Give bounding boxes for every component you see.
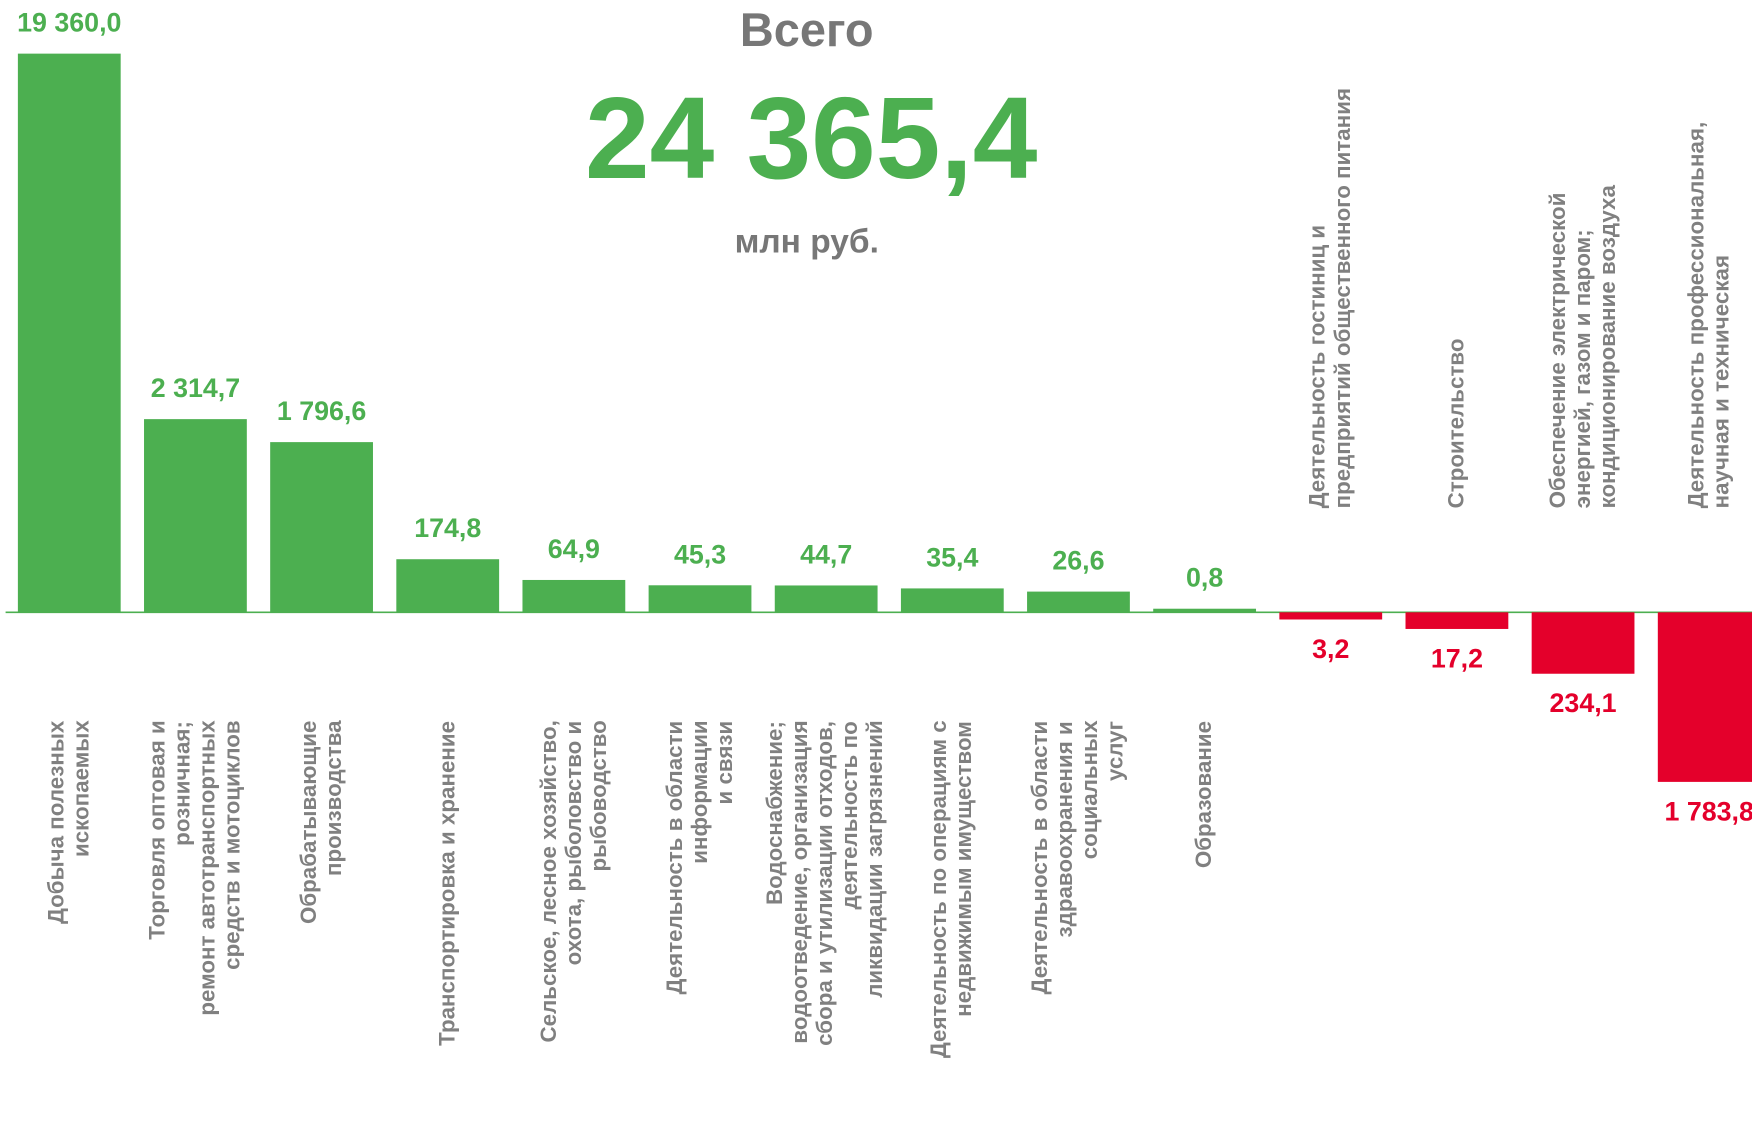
value-label: 44,7 xyxy=(800,539,852,569)
bar xyxy=(144,419,247,613)
bar xyxy=(648,585,752,613)
category-label: Деятельность в области информации и связ… xyxy=(662,720,738,995)
category-label: Деятельность гостиниц и предприятий обще… xyxy=(1305,87,1356,509)
value-label: 2 314,7 xyxy=(151,373,240,403)
category-label: Деятельность в области здравоохранения и… xyxy=(1028,720,1129,995)
value-label: 174,8 xyxy=(414,513,481,543)
value-label: 64,9 xyxy=(548,534,600,564)
value-label: 35,4 xyxy=(926,542,978,572)
value-label: 0,8 xyxy=(1186,563,1223,593)
bar xyxy=(17,53,121,613)
total: 24 365,4 xyxy=(585,73,1037,203)
bar xyxy=(396,559,500,613)
category-label: Водоснабжение; водоотведение, организаци… xyxy=(763,720,889,1046)
value-label: 1 783,8 xyxy=(1665,796,1752,826)
bar xyxy=(1405,612,1509,629)
bar xyxy=(270,442,373,613)
bar xyxy=(900,588,1004,613)
category-label: Строительство xyxy=(1444,338,1469,509)
category-label: Образование xyxy=(1192,720,1217,868)
bar xyxy=(1531,612,1635,674)
category-label: Обеспечение электрической энергией, газо… xyxy=(1545,185,1621,509)
category-label: Обрабатывающие производства xyxy=(296,720,347,925)
value-label: 19 360,0 xyxy=(17,8,121,38)
category-label: Деятельность по операциям с недвижимым и… xyxy=(927,720,977,1059)
bar xyxy=(1279,612,1383,620)
value-label: 26,6 xyxy=(1052,546,1104,576)
value-label: 1 796,6 xyxy=(277,396,366,426)
bar xyxy=(1153,608,1257,613)
category-label: Сельское, лесное хозяйство, охота, рыбол… xyxy=(536,720,611,1044)
category-label: Деятельность профессиональная, научная и… xyxy=(1684,121,1734,509)
value-label: 234,1 xyxy=(1550,688,1617,718)
value-label: 3,2 xyxy=(1312,634,1349,664)
chart-title: Всего xyxy=(740,4,874,56)
bar xyxy=(1657,612,1752,782)
category-label: Добыча полезных ископаемых xyxy=(44,720,94,925)
value-label: 45,3 xyxy=(674,539,726,569)
bar xyxy=(1027,591,1130,613)
category-label: Торговля оптовая и розничная; ремонт авт… xyxy=(145,720,246,1017)
category-label: Транспортировка и хранение xyxy=(435,720,460,1046)
unit: млн руб. xyxy=(735,223,879,260)
bar xyxy=(774,585,878,613)
value-label: 17,2 xyxy=(1431,643,1483,673)
bar xyxy=(522,579,626,613)
